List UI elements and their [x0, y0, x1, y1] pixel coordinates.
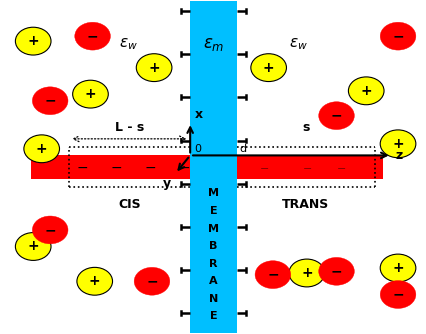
Circle shape	[348, 77, 383, 105]
Text: L - s: L - s	[115, 121, 144, 134]
Text: CIS: CIS	[118, 198, 141, 211]
Text: E: E	[209, 311, 217, 321]
Circle shape	[379, 281, 415, 308]
Circle shape	[15, 27, 51, 55]
Text: $-$: $-$	[177, 160, 190, 174]
Text: A: A	[209, 276, 217, 286]
Text: $-$: $-$	[301, 162, 311, 172]
Text: M: M	[207, 188, 219, 198]
Text: −: −	[86, 29, 98, 43]
Text: +: +	[84, 87, 96, 101]
Text: +: +	[300, 266, 312, 280]
Text: N: N	[208, 294, 218, 304]
Text: +: +	[148, 61, 160, 74]
Text: M: M	[207, 223, 219, 233]
Circle shape	[318, 258, 354, 285]
Text: +: +	[360, 84, 371, 98]
Text: +: +	[391, 261, 403, 275]
Text: y: y	[163, 177, 171, 190]
Text: −: −	[146, 274, 158, 288]
Text: +: +	[27, 239, 39, 254]
Circle shape	[24, 135, 59, 163]
Circle shape	[32, 216, 68, 244]
Text: +: +	[89, 274, 100, 288]
Text: $-$: $-$	[144, 160, 155, 174]
Text: R: R	[209, 259, 217, 269]
Text: TRANS: TRANS	[282, 198, 328, 211]
Text: $-$: $-$	[335, 162, 345, 172]
Text: $-$: $-$	[259, 162, 269, 172]
Circle shape	[379, 22, 415, 50]
Text: −: −	[330, 264, 342, 278]
Circle shape	[379, 254, 415, 282]
Text: $-$: $-$	[109, 160, 122, 174]
Text: −: −	[44, 223, 56, 237]
Text: 0: 0	[194, 144, 201, 154]
Text: z: z	[395, 149, 402, 162]
Text: x: x	[195, 108, 203, 121]
Circle shape	[250, 54, 286, 81]
Text: s: s	[301, 121, 309, 134]
Text: −: −	[391, 29, 403, 43]
Circle shape	[136, 54, 172, 81]
Text: $\varepsilon_m$: $\varepsilon_m$	[202, 35, 224, 53]
Text: −: −	[391, 288, 403, 302]
Text: B: B	[209, 241, 217, 251]
Circle shape	[15, 232, 51, 261]
Bar	[190, 1, 236, 333]
Text: +: +	[36, 142, 47, 156]
Circle shape	[379, 130, 415, 158]
Circle shape	[75, 22, 110, 50]
Circle shape	[32, 87, 68, 115]
Text: d: d	[239, 144, 245, 154]
Circle shape	[288, 259, 324, 287]
Bar	[236, 155, 382, 179]
Circle shape	[72, 80, 108, 108]
Circle shape	[77, 267, 112, 295]
Text: −: −	[266, 268, 278, 282]
Circle shape	[134, 267, 170, 295]
Text: $\varepsilon_w$: $\varepsilon_w$	[119, 37, 138, 52]
Text: $-$: $-$	[76, 160, 88, 174]
Text: $\varepsilon_w$: $\varepsilon_w$	[288, 37, 307, 52]
Text: +: +	[391, 137, 403, 151]
Text: +: +	[262, 61, 274, 74]
Text: −: −	[330, 109, 342, 123]
Text: E: E	[209, 206, 217, 216]
Text: +: +	[27, 34, 39, 48]
Bar	[31, 155, 190, 179]
Circle shape	[254, 261, 290, 289]
Text: −: −	[44, 94, 56, 108]
Circle shape	[318, 102, 354, 130]
